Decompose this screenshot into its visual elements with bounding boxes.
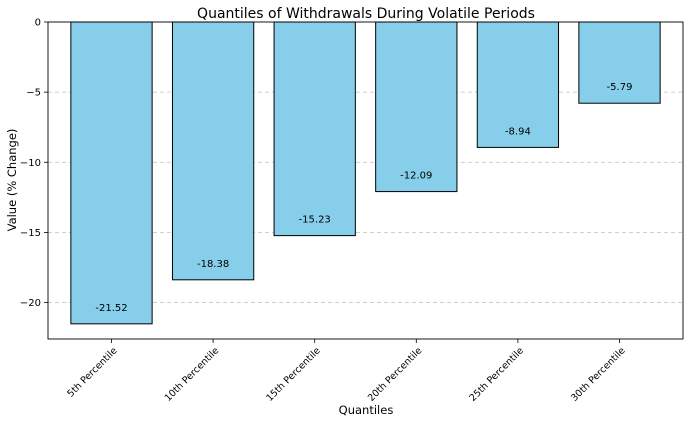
plot-border [47,21,684,340]
bar-value-label: -15.23 [299,215,331,226]
x-axis-ticks: 5th Percentile 10th Percentile 15th Percen… [65,339,628,404]
x-tick-label: 30th Percentile [569,345,628,404]
plot-frame [47,21,684,340]
y-tick-label: −10 [20,158,41,169]
bar [375,21,458,193]
x-axis-label: Quantiles [339,403,394,417]
chart-title: Quantiles of Withdrawals During Volatile… [197,6,535,22]
y-tick-label: −15 [20,228,41,239]
bar [578,21,661,104]
bar [273,21,356,237]
bar-value-label: -12.09 [400,171,432,182]
y-axis-ticks: 0 −5 −10 −15 −20 [20,18,48,309]
bars: -21.52 -18.38 -15.23 -12.09 -8.94 -5.79 [70,21,661,325]
x-tick-label: 20th Percentile [366,345,425,404]
y-axis-label: Value (% Change) [5,129,19,232]
bar [476,21,560,148]
x-tick-label: 5th Percentile [65,345,119,399]
y-tick-label: −5 [26,88,41,99]
bar-value-label: -18.38 [197,259,229,270]
x-tick-label: 10th Percentile [163,345,222,404]
bar [70,21,153,325]
bar-value-label: -5.79 [607,82,633,93]
bar-value-label: -8.94 [505,126,531,137]
y-tick-label: −20 [20,298,41,309]
x-tick-label: 15th Percentile [264,345,323,404]
bar-value-label: -21.52 [95,303,127,314]
y-tick-label: 0 [35,18,41,29]
bar [171,21,255,281]
x-tick-label: 25th Percentile [468,345,527,404]
